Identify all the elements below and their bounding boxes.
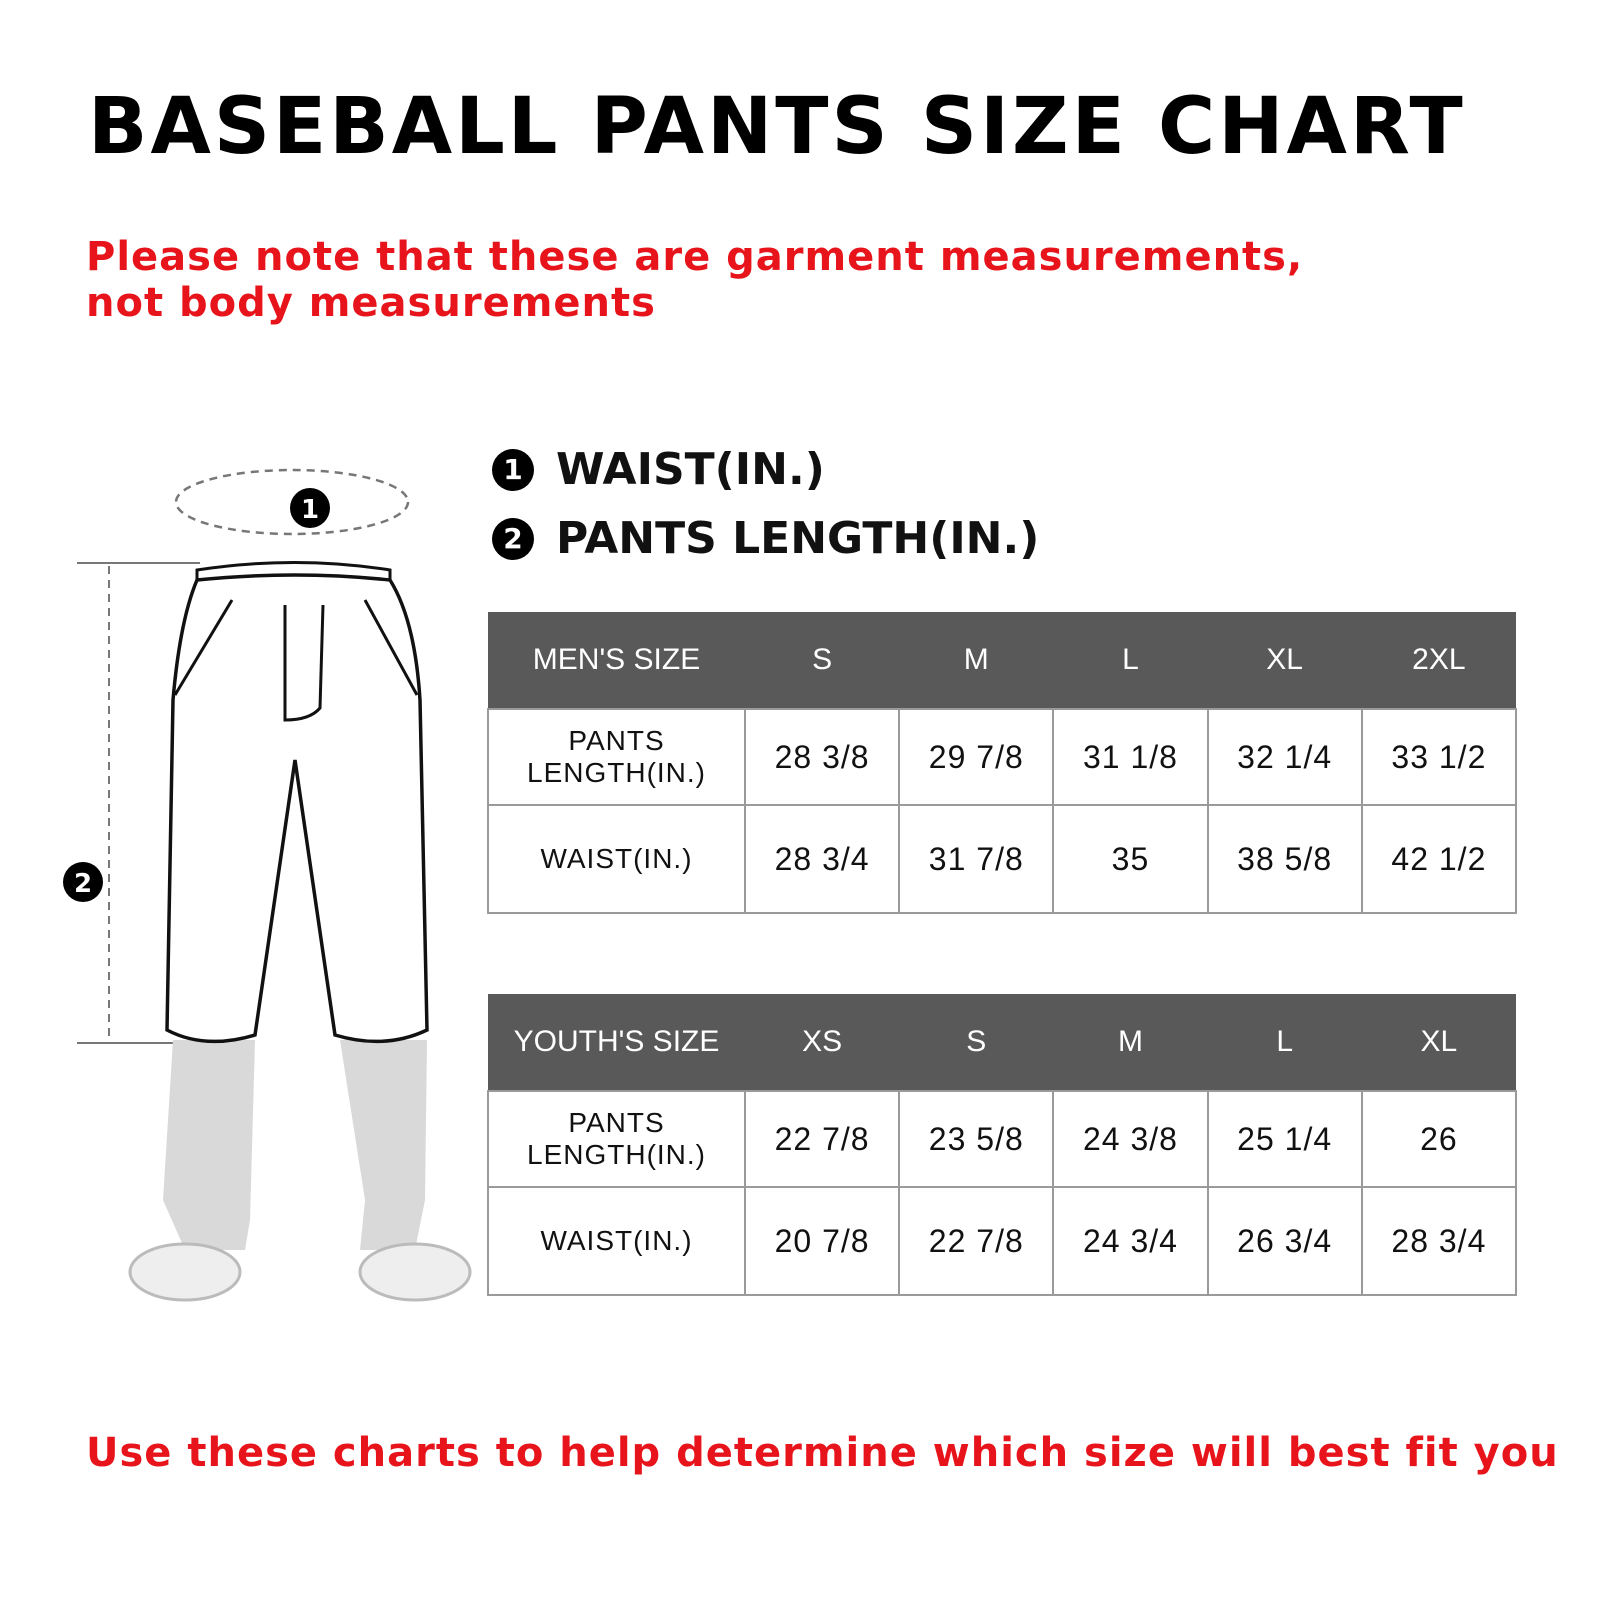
header-cell: L [1053,612,1208,709]
row-label: PANTS LENGTH(IN.) [487,708,746,806]
table-cell: 20 7/8 [743,1186,901,1296]
table-cell: 22 7/8 [898,1186,1055,1296]
table-cell: 22 7/8 [743,1090,901,1188]
row-label: WAIST(IN.) [487,804,746,914]
legend-waist: 1 WAIST(IN.) [492,444,825,495]
header-cell: 2XL [1361,612,1516,709]
table-cell: 42 1/2 [1360,804,1518,914]
table-cell: 26 3/4 [1206,1186,1363,1296]
table-cell: 33 1/2 [1360,708,1518,806]
table-cell: 31 7/8 [898,804,1055,914]
table-cell: 24 3/8 [1052,1090,1209,1188]
table-cell: 26 [1360,1090,1518,1188]
table-cell: 29 7/8 [898,708,1055,806]
header-cell: MEN'S SIZE [488,612,745,709]
table-header-row: MEN'S SIZE S M L XL 2XL [488,612,1516,709]
youth-size-table: YOUTH'S SIZE XS S M L XL PANTS LENGTH(IN… [487,994,1518,1296]
header-cell: L [1207,994,1362,1091]
table-row: WAIST(IN.) 20 7/8 22 7/8 24 3/4 26 3/4 2… [487,1186,1518,1296]
row-label: WAIST(IN.) [487,1186,746,1296]
waist-measure-ellipse [174,468,410,536]
table-row: PANTS LENGTH(IN.) 28 3/8 29 7/8 31 1/8 3… [487,708,1518,806]
legend-label: PANTS LENGTH(IN.) [556,513,1040,564]
table-cell: 28 3/4 [743,804,901,914]
table-cell: 25 1/4 [1206,1090,1363,1188]
table-row: WAIST(IN.) 28 3/4 31 7/8 35 38 5/8 42 1/… [487,804,1518,914]
footer-note: Use these charts to help determine which… [86,1430,1559,1476]
table-cell: 32 1/4 [1206,708,1363,806]
table-cell: 35 [1052,804,1209,914]
table-cell: 31 1/8 [1052,708,1209,806]
header-cell: M [1053,994,1208,1091]
table-cell: 28 3/4 [1360,1186,1518,1296]
header-cell: XL [1361,994,1516,1091]
legend-label: WAIST(IN.) [556,444,825,495]
page-title: BASEBALL PANTS SIZE CHART [88,82,1466,172]
table-cell: 24 3/4 [1052,1186,1209,1296]
header-cell: S [745,612,900,709]
length-marker-icon [63,862,103,902]
pants-illustration: 1 2 [63,468,472,1302]
waist-marker-icon [290,488,330,528]
svg-text:1: 1 [301,495,319,525]
table-cell: 38 5/8 [1206,804,1363,914]
table-header-row: YOUTH'S SIZE XS S M L XL [488,994,1516,1091]
table-cell: 23 5/8 [898,1090,1055,1188]
header-cell: XL [1207,612,1362,709]
table-cell: 28 3/8 [743,708,901,806]
header-cell: XS [745,994,900,1091]
mens-size-table: MEN'S SIZE S M L XL 2XL PANTS LENGTH(IN.… [487,612,1518,914]
table-row: PANTS LENGTH(IN.) 22 7/8 23 5/8 24 3/8 2… [487,1090,1518,1188]
number-two-icon: 2 [492,517,534,560]
header-cell: M [899,612,1054,709]
header-cell: YOUTH'S SIZE [488,994,745,1091]
svg-text:2: 2 [74,869,92,899]
row-label: PANTS LENGTH(IN.) [487,1090,746,1188]
legend-pants-length: 2 PANTS LENGTH(IN.) [492,513,1039,564]
header-cell: S [899,994,1054,1091]
garment-note: Please note that these are garment measu… [86,234,1304,326]
number-one-icon: 1 [492,448,534,491]
